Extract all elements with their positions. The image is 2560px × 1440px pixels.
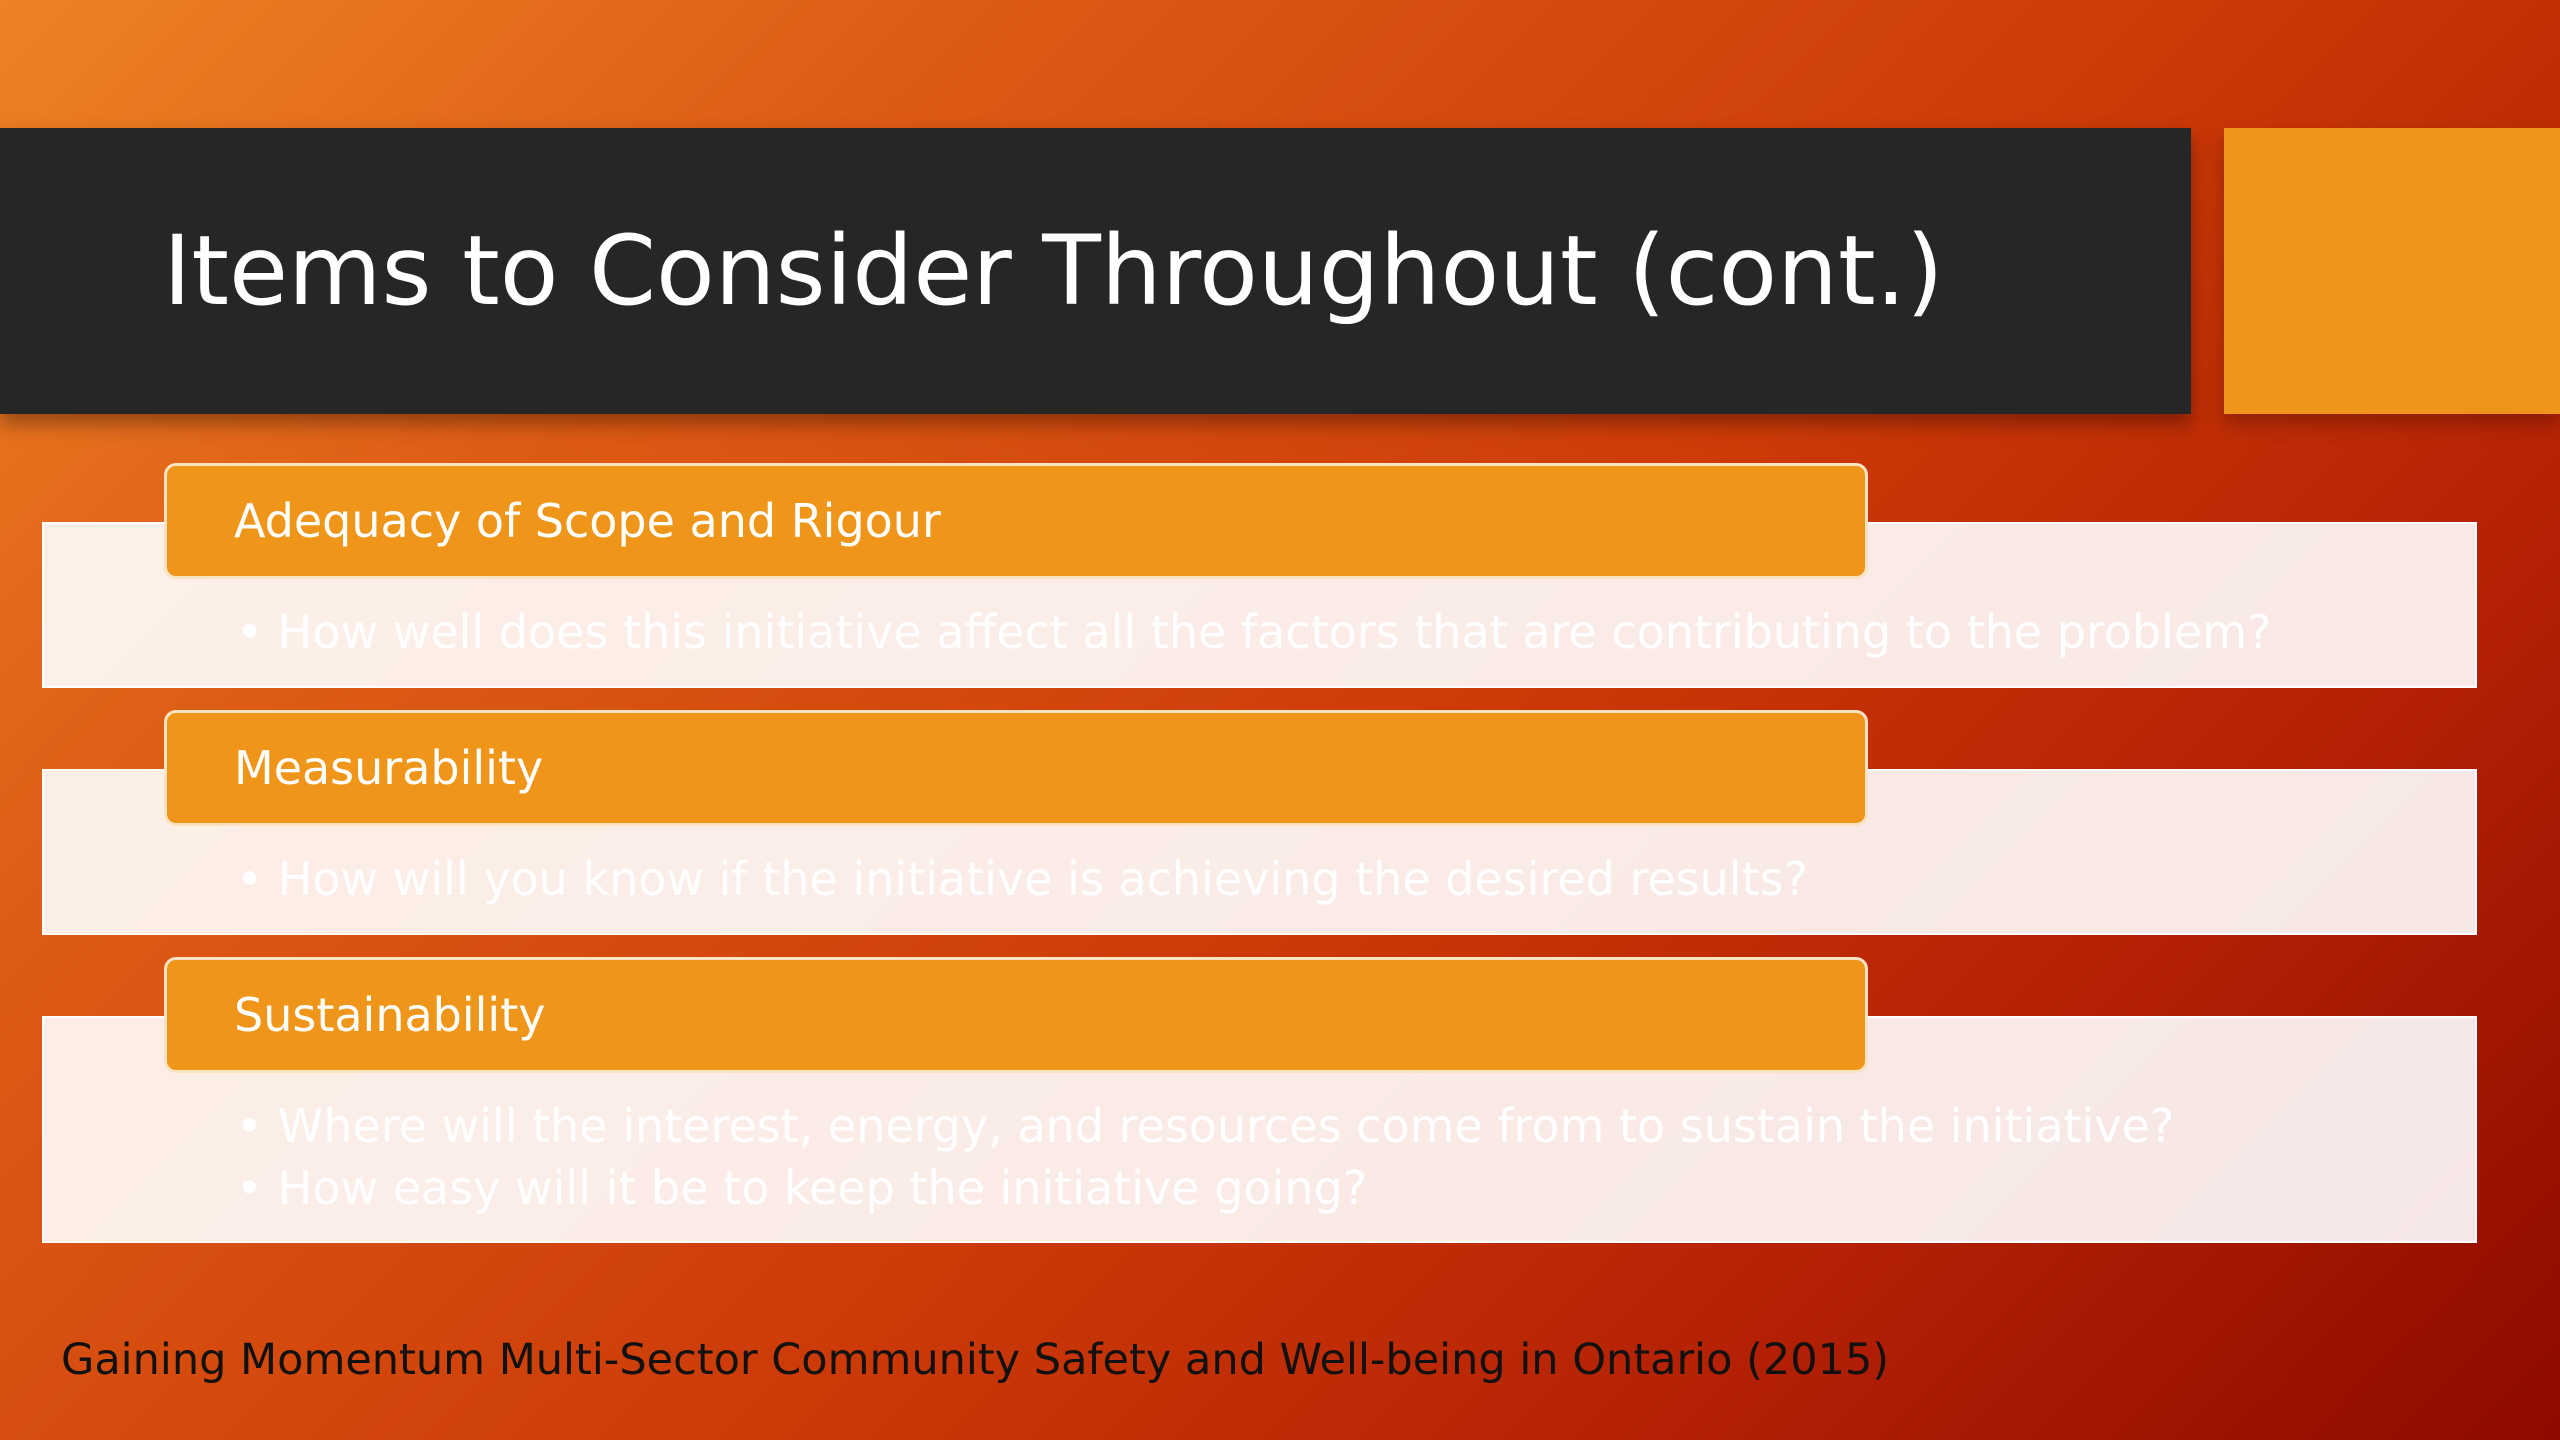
title-bar: Items to Consider Throughout (cont.) [0, 128, 2191, 414]
section-heading: Sustainability [234, 988, 546, 1042]
bullet-item: • How easy will it be to keep the initia… [236, 1161, 1368, 1215]
section-header-sustainability: Sustainability [164, 957, 1868, 1073]
slide-title: Items to Consider Throughout (cont.) [163, 215, 1944, 327]
source-citation: Gaining Momentum Multi-Sector Community … [61, 1335, 1890, 1385]
section-heading: Measurability [234, 741, 544, 795]
section-heading: Adequacy of Scope and Rigour [234, 494, 941, 548]
section-header-measurability: Measurability [164, 710, 1868, 826]
bullet-item: • How will you know if the initiative is… [236, 852, 1808, 906]
bullet-item: • Where will the interest, energy, and r… [236, 1099, 2175, 1153]
accent-square [2224, 128, 2560, 414]
section-header-scope: Adequacy of Scope and Rigour [164, 463, 1868, 579]
bullet-item: • How well does this initiative affect a… [236, 605, 2272, 659]
